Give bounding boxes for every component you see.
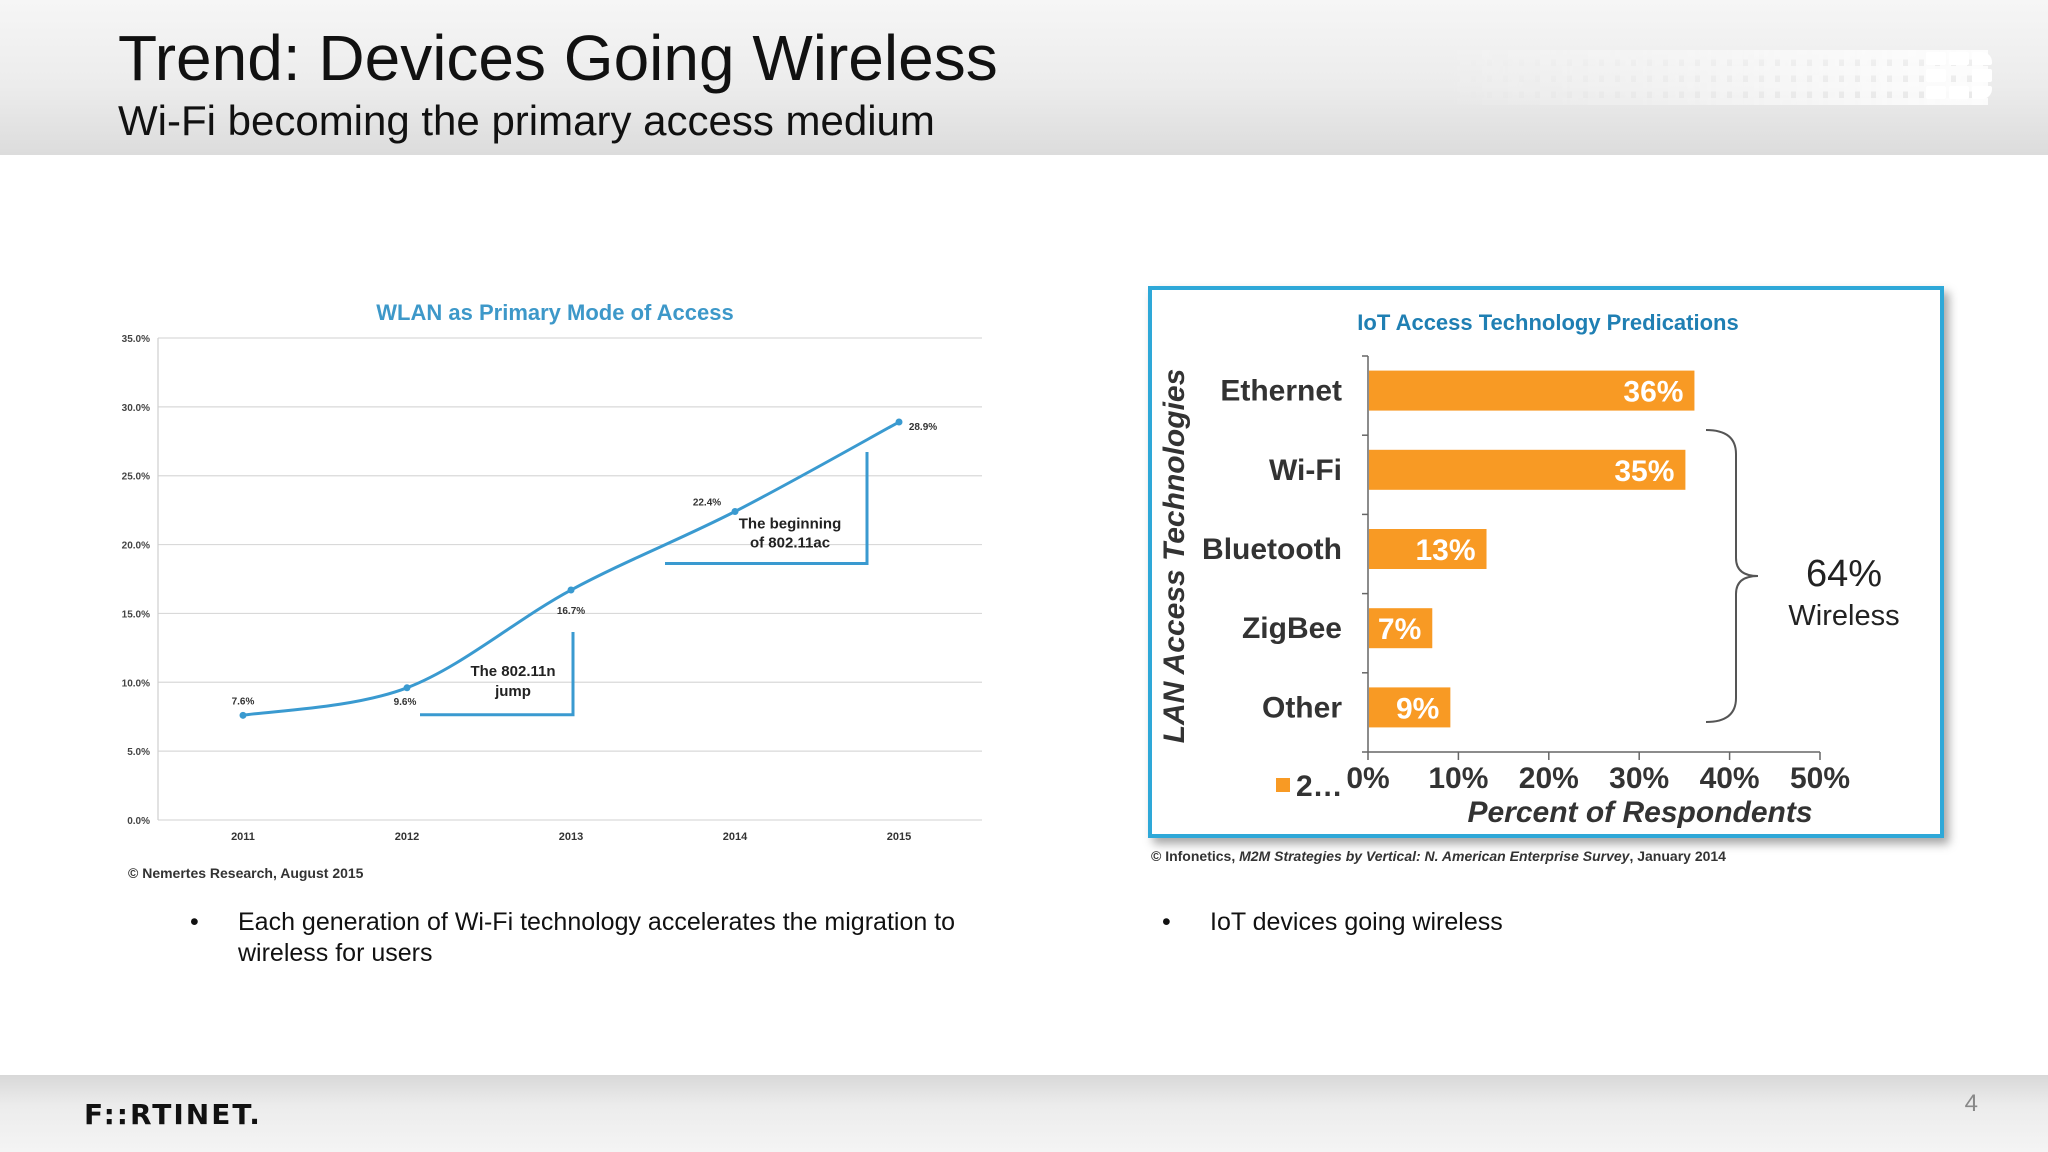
x-axis-label: Percent of Respondents: [1467, 796, 1812, 829]
bar-value-label: 36%: [1623, 376, 1683, 409]
y-tick-label: 5.0%: [127, 747, 150, 758]
y-tick-label: 10.0%: [122, 678, 150, 689]
fortinet-logo: F::RTINET.: [84, 1098, 262, 1131]
data-point: [239, 711, 247, 719]
data-label: 22.4%: [693, 498, 721, 509]
x-tick-label: 0%: [1346, 762, 1389, 795]
annotation-text: jump: [494, 683, 531, 700]
right-bullet-text: IoT devices going wireless: [1210, 908, 1503, 936]
bar-value-label: 35%: [1614, 455, 1674, 488]
brace-label: Wireless: [1788, 600, 1899, 632]
x-tick-label: 50%: [1790, 762, 1850, 795]
x-tick-label: 20%: [1519, 762, 1579, 795]
y-tick-label: 25.0%: [122, 472, 150, 483]
category-label: Bluetooth: [1202, 533, 1342, 566]
x-tick-label: 2015: [887, 831, 911, 843]
data-label: 7.6%: [232, 696, 255, 707]
header-dot-pattern: [1428, 50, 1988, 105]
x-tick-label: 2012: [395, 831, 419, 843]
bullet-dot-icon: •: [1162, 908, 1171, 936]
bullet-dot-icon: •: [190, 908, 199, 936]
data-point: [731, 508, 739, 516]
series-line: [242, 420, 900, 717]
legend-label: 2…: [1296, 770, 1343, 803]
bar-value-label: 7%: [1378, 613, 1421, 646]
page-number: 4: [1964, 1090, 1978, 1117]
annotation-text: The 802.11n: [470, 663, 555, 680]
y-tick-label: 15.0%: [122, 609, 150, 620]
bar: [1369, 529, 1487, 569]
bar-value-label: 9%: [1396, 692, 1439, 725]
brace-value: 64%: [1806, 553, 1882, 595]
fortinet-mark-icon: [1926, 52, 1992, 100]
x-tick-label: 30%: [1609, 762, 1669, 795]
left-chart-credit: © Nemertes Research, August 2015: [128, 865, 364, 881]
iot-bar-chart: IoT Access Technology Predications 0% 10% 2…: [1158, 310, 1900, 829]
category-label: Wi-Fi: [1269, 454, 1342, 487]
x-tick-label: 40%: [1700, 762, 1760, 795]
bar: [1369, 608, 1433, 649]
x-tick-label: 2013: [559, 831, 583, 843]
y-tick-label: 0.0%: [127, 816, 150, 827]
annotation-text: of 802.11ac: [750, 535, 830, 552]
right-bullet: • IoT devices going wireless: [1162, 907, 1662, 947]
y-tick-label: 35.0%: [122, 334, 150, 345]
slide-header: [0, 0, 2048, 155]
y-tick-label: 20.0%: [122, 541, 150, 552]
annotation-bracket: [665, 452, 869, 566]
brace-icon: [1705, 429, 1759, 723]
annotation-text: The beginning: [739, 516, 842, 533]
data-point: [895, 418, 903, 426]
slide-title: Trend: Devices Going Wireless: [118, 22, 998, 94]
left-bullet: • Each generation of Wi-Fi technology ac…: [190, 907, 990, 977]
bar-value-label: 13%: [1415, 534, 1475, 567]
y-axis-label: LAN Access Technologies: [1158, 369, 1191, 744]
slide-footer: [0, 1075, 2048, 1152]
annotation-bracket: [420, 632, 575, 717]
slide-subtitle: Wi-Fi becoming the primary access medium: [118, 97, 935, 144]
x-tick-label: 2011: [231, 831, 255, 843]
data-point: [403, 684, 411, 692]
chart-title: IoT Access Technology Predications: [1357, 310, 1738, 335]
legend-swatch: [1276, 778, 1290, 792]
wlan-line-chart: WLAN as Primary Mode of Access 0.0% 5.0% 10…: [122, 300, 982, 843]
bar: [1369, 449, 1686, 490]
data-point: [567, 586, 575, 594]
category-label: Ethernet: [1220, 375, 1342, 408]
category-label: ZigBee: [1242, 612, 1342, 645]
left-bullet-text: Each generation of Wi-Fi technology acce…: [238, 908, 956, 967]
x-tick-label: 2014: [723, 831, 748, 843]
y-tick-label: 30.0%: [122, 403, 150, 414]
x-tick-label: 10%: [1428, 762, 1488, 795]
category-label: Other: [1262, 691, 1342, 724]
data-label: 16.7%: [557, 606, 585, 617]
data-label: 9.6%: [394, 697, 417, 708]
right-chart-credit: © Infonetics, M2M Strategies by Vertical…: [1151, 848, 1726, 864]
data-label: 28.9%: [909, 422, 937, 433]
chart-title: WLAN as Primary Mode of Access: [376, 300, 733, 325]
bar: [1369, 687, 1451, 728]
bar: [1369, 370, 1695, 411]
